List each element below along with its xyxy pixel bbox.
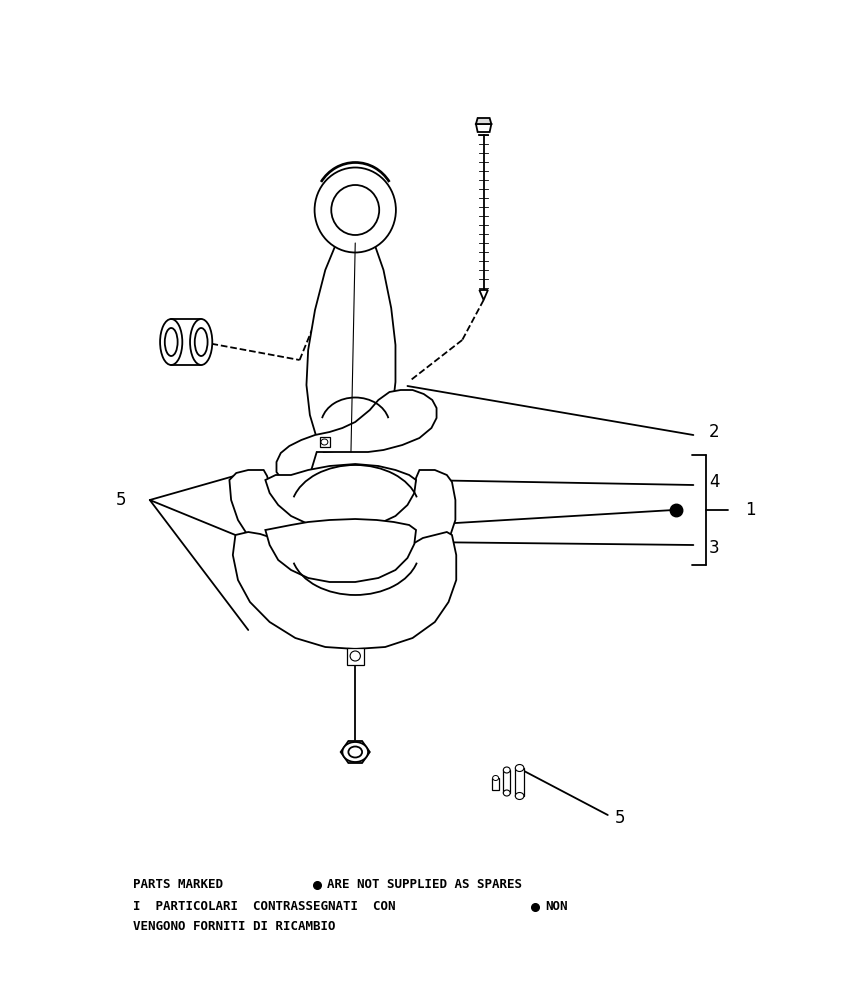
Polygon shape <box>276 390 437 486</box>
Text: PARTS MARKED: PARTS MARKED <box>133 879 223 892</box>
Text: 5: 5 <box>615 809 625 827</box>
Text: ARE NOT SUPPLIED AS SPARES: ARE NOT SUPPLIED AS SPARES <box>327 879 522 892</box>
Polygon shape <box>476 124 491 132</box>
Polygon shape <box>320 437 330 447</box>
Ellipse shape <box>160 319 182 365</box>
Polygon shape <box>229 470 455 578</box>
Ellipse shape <box>194 328 207 356</box>
Text: 4: 4 <box>709 473 719 491</box>
Ellipse shape <box>515 792 524 800</box>
Ellipse shape <box>314 167 395 252</box>
Ellipse shape <box>321 439 328 445</box>
Polygon shape <box>306 243 395 452</box>
Polygon shape <box>492 778 499 790</box>
Polygon shape <box>233 532 456 649</box>
Polygon shape <box>515 768 524 796</box>
Text: VENGONO FORNITI DI RICAMBIO: VENGONO FORNITI DI RICAMBIO <box>133 920 336 934</box>
Ellipse shape <box>503 767 510 773</box>
Ellipse shape <box>350 651 360 661</box>
Text: 1: 1 <box>745 501 755 519</box>
Ellipse shape <box>190 319 212 365</box>
Ellipse shape <box>348 746 362 758</box>
Ellipse shape <box>492 776 498 780</box>
Polygon shape <box>503 770 510 793</box>
Text: I  PARTICOLARI  CONTRASSEGNATI  CON: I PARTICOLARI CONTRASSEGNATI CON <box>133 900 395 914</box>
Text: 3: 3 <box>709 539 719 557</box>
Text: NON: NON <box>545 900 568 914</box>
Polygon shape <box>265 519 416 582</box>
Text: 5: 5 <box>116 491 127 509</box>
Ellipse shape <box>331 185 379 235</box>
Polygon shape <box>479 290 488 300</box>
Ellipse shape <box>165 328 178 356</box>
Ellipse shape <box>515 764 524 772</box>
Polygon shape <box>476 118 491 124</box>
Ellipse shape <box>342 742 368 762</box>
Polygon shape <box>341 741 370 763</box>
Polygon shape <box>265 464 416 529</box>
Polygon shape <box>347 648 364 665</box>
Ellipse shape <box>503 790 510 796</box>
Text: 2: 2 <box>709 423 719 441</box>
